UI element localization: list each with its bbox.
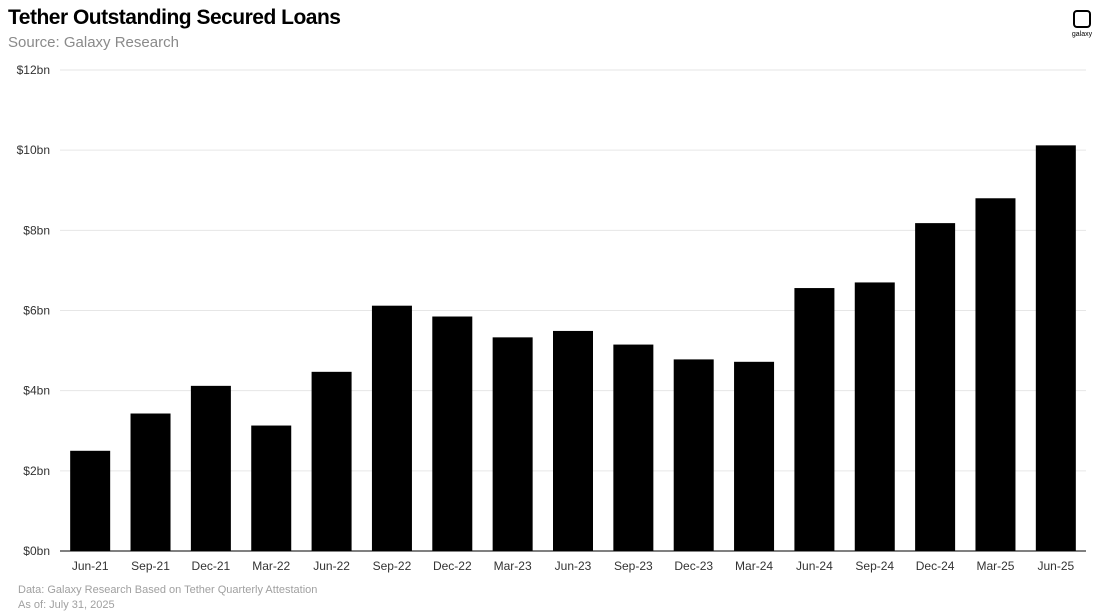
bar-sep-24 bbox=[854, 282, 895, 551]
x-tick-label: Mar-24 bbox=[735, 559, 773, 573]
galaxy-logo-icon bbox=[1073, 10, 1091, 28]
chart-title: Tether Outstanding Secured Loans bbox=[8, 6, 341, 29]
x-tick-label: Sep-24 bbox=[855, 559, 894, 573]
bar-jun-23 bbox=[553, 330, 593, 551]
bar-mar-22 bbox=[251, 425, 292, 551]
y-tick-label: $0bn bbox=[23, 544, 50, 558]
bar-sep-22 bbox=[371, 305, 412, 551]
x-tick-label: Mar-25 bbox=[976, 559, 1014, 573]
x-tick-label: Jun-23 bbox=[555, 559, 592, 573]
galaxy-logo: galaxy bbox=[1066, 10, 1098, 42]
bar-dec-24 bbox=[915, 223, 956, 551]
x-tick-label: Dec-22 bbox=[433, 559, 472, 573]
x-tick-label: Sep-21 bbox=[131, 559, 170, 573]
x-tick-label: Sep-22 bbox=[373, 559, 412, 573]
x-tick-label: Jun-21 bbox=[72, 559, 109, 573]
y-tick-label: $8bn bbox=[23, 223, 50, 237]
x-tick-label: Mar-22 bbox=[252, 559, 290, 573]
galaxy-logo-text: galaxy bbox=[1071, 31, 1093, 38]
y-tick-label: $6bn bbox=[23, 304, 50, 318]
y-tick-label: $4bn bbox=[23, 384, 50, 398]
y-tick-label: $2bn bbox=[23, 464, 50, 478]
x-tick-label: Dec-21 bbox=[192, 559, 231, 573]
bar-mar-25 bbox=[975, 198, 1016, 551]
data-source-note: Data: Galaxy Research Based on Tether Qu… bbox=[18, 584, 318, 596]
bar-jun-22 bbox=[311, 371, 352, 551]
bar-dec-21 bbox=[190, 385, 231, 551]
as-of-date: As of: July 31, 2025 bbox=[18, 599, 115, 611]
bar-mar-23 bbox=[492, 337, 533, 551]
bar-jun-24 bbox=[794, 288, 835, 551]
x-tick-label: Dec-24 bbox=[916, 559, 955, 573]
x-tick-label: Mar-23 bbox=[494, 559, 532, 573]
y-tick-label: $10bn bbox=[17, 143, 50, 157]
bar-sep-21 bbox=[130, 413, 171, 551]
bar-jun-21 bbox=[70, 450, 111, 551]
x-tick-label: Sep-23 bbox=[614, 559, 653, 573]
bar-dec-22 bbox=[432, 316, 473, 551]
bar-sep-23 bbox=[613, 344, 654, 551]
x-tick-label: Jun-22 bbox=[313, 559, 350, 573]
y-tick-label: $12bn bbox=[17, 63, 50, 77]
x-tick-label: Jun-25 bbox=[1037, 559, 1074, 573]
bar-jun-25 bbox=[1035, 145, 1076, 551]
x-tick-label: Dec-23 bbox=[674, 559, 713, 573]
bar-mar-24 bbox=[734, 361, 775, 551]
x-tick-label: Jun-24 bbox=[796, 559, 833, 573]
chart-subtitle: Source: Galaxy Research bbox=[8, 34, 179, 51]
bar-dec-23 bbox=[673, 359, 714, 551]
